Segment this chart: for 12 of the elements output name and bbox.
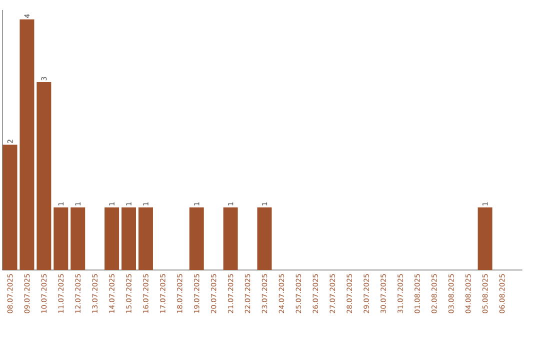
bar — [2, 144, 18, 270]
bar — [104, 207, 120, 270]
bar — [54, 207, 68, 270]
bar — [20, 19, 34, 270]
bar — [478, 207, 492, 270]
bar — [122, 207, 136, 270]
bar — [70, 207, 86, 270]
bar — [223, 207, 238, 270]
bar — [189, 207, 204, 270]
bar — [138, 207, 153, 270]
bar — [257, 207, 272, 270]
bar — [36, 82, 52, 270]
